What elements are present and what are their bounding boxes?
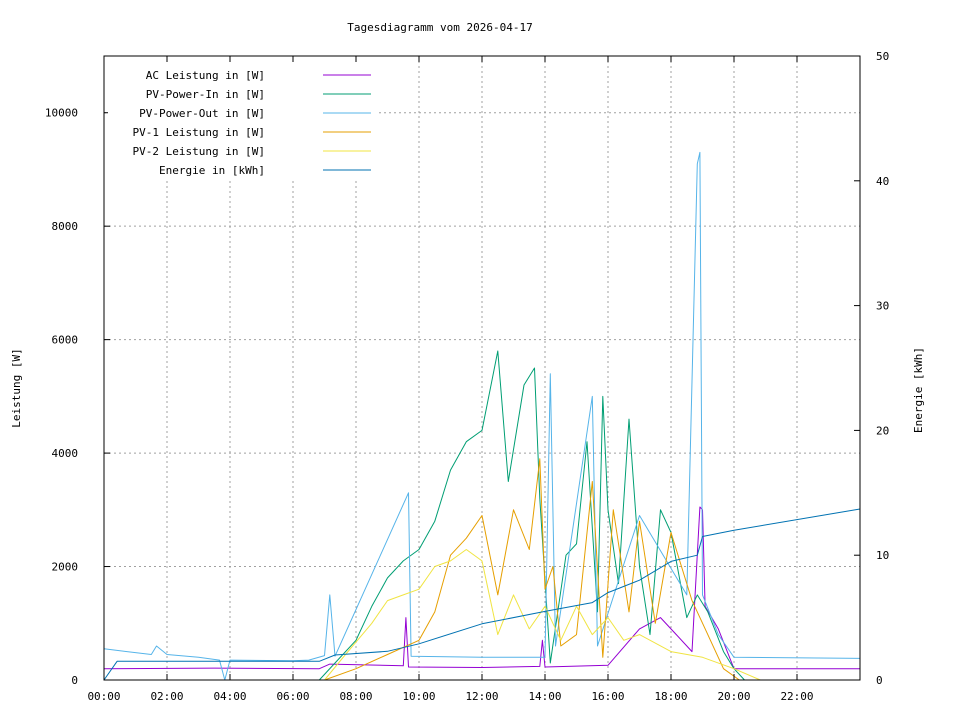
y2-tick-label: 10 [876, 549, 889, 562]
series-line-3 [103, 151, 861, 681]
legend-label: Energie in [kWh] [159, 164, 265, 177]
x-tick-label: 04:00 [213, 690, 246, 703]
series-line-5 [324, 549, 761, 681]
series-group [103, 151, 861, 681]
series-line-1 [103, 506, 860, 670]
y2-tick-label: 50 [876, 50, 889, 63]
x-tick-label: 20:00 [717, 690, 750, 703]
x-tick-label: 14:00 [528, 690, 561, 703]
axes: 00:00 02:00 04:00 06:00 08:00 10:00 12:00 14:00… [45, 50, 889, 703]
series-line-2 [318, 350, 745, 681]
x-tick-label: 02:00 [150, 690, 183, 703]
y-tick-label: 2000 [52, 561, 79, 574]
y-tick-label: 4000 [52, 447, 79, 460]
series-line-4 [324, 458, 740, 681]
series-line-6 [103, 508, 861, 681]
x-tick-label: 12:00 [465, 690, 498, 703]
x-tick-label: 08:00 [339, 690, 372, 703]
y-tick-label: 6000 [52, 334, 79, 347]
x-tick-label: 00:00 [87, 690, 120, 703]
y-tick-label: 10000 [45, 107, 78, 120]
legend-label: PV-Power-Out in [W] [139, 107, 265, 120]
chart-title: Tagesdiagramm vom 2026-04-17 [347, 21, 532, 34]
y2-tick-label: 20 [876, 424, 889, 437]
y2-axis-label: Energie [kWh] [912, 347, 925, 433]
legend-label: PV-2 Leistung in [W] [133, 145, 265, 158]
y-axis-label: Leistung [W] [10, 348, 23, 427]
legend-label: PV-Power-In in [W] [146, 88, 265, 101]
y2-tick-label: 40 [876, 175, 889, 188]
x-tick-label: 06:00 [276, 690, 309, 703]
x-tick-label: 18:00 [654, 690, 687, 703]
y2-tick-label: 0 [876, 674, 883, 687]
y-tick-label: 8000 [52, 220, 79, 233]
x-tick-label: 10:00 [402, 690, 435, 703]
legend-label: AC Leistung in [W] [146, 69, 265, 82]
x-tick-label: 22:00 [780, 690, 813, 703]
legend-label: PV-1 Leistung in [W] [133, 126, 265, 139]
legend-background [108, 62, 376, 180]
legend: AC Leistung in [W] PV-Power-In in [W] PV-P… [108, 62, 376, 180]
y-tick-label: 0 [71, 674, 78, 687]
y2-tick-label: 30 [876, 300, 889, 313]
x-tick-label: 16:00 [591, 690, 624, 703]
